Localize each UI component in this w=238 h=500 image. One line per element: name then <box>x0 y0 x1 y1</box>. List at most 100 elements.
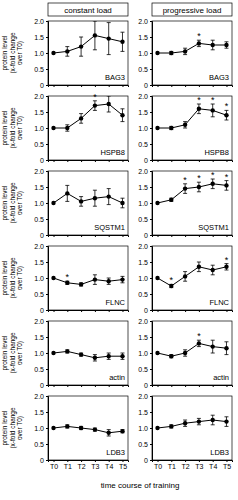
data-line <box>158 184 227 203</box>
x-tick-mark <box>171 235 172 237</box>
data-point <box>197 341 201 345</box>
y-tick-mark <box>150 144 152 145</box>
y-axis-title: over T0) <box>16 41 24 65</box>
x-tick-mark <box>67 385 68 387</box>
error-bar-cap <box>65 124 69 125</box>
x-tick-mark <box>95 235 96 237</box>
y-tick-label: 2.0 <box>34 243 44 250</box>
error-bar-cap <box>107 96 111 97</box>
y-tick: 0 <box>40 307 48 314</box>
error-bar <box>79 197 83 207</box>
x-axis: T0T1T2T3T4T5 <box>153 460 233 470</box>
x-tick <box>199 85 200 87</box>
x-tick-mark <box>54 460 55 462</box>
y-tick-mark <box>150 203 152 204</box>
y-tick-label: 2.0 <box>34 18 44 25</box>
data-point <box>169 126 173 130</box>
x-tick <box>213 385 214 387</box>
y-tick-label: 2.0 <box>138 243 148 250</box>
data-line <box>158 343 227 356</box>
y-tick: 1.0 <box>34 425 48 432</box>
data-point <box>120 113 124 117</box>
y-tick-label: 1.0 <box>138 275 148 282</box>
y-axis: 00.51.01.52.0 <box>34 318 48 389</box>
error-bar <box>224 342 228 355</box>
y-tick-label: 0 <box>40 457 44 464</box>
data-line <box>158 420 227 428</box>
plot-frame <box>48 321 128 385</box>
error-bar-cap <box>197 113 201 114</box>
error-bar <box>211 265 215 275</box>
series <box>155 179 228 205</box>
error-bar <box>183 350 187 356</box>
y-tick: 1.0 <box>138 125 152 132</box>
x-tick-mark <box>199 85 200 87</box>
y-tick-label: 0.5 <box>34 141 44 148</box>
y-tick: 0.5 <box>34 291 48 298</box>
y-tick-label: 1.5 <box>138 409 148 416</box>
x-tick-mark <box>122 235 123 237</box>
error-bar-cap <box>93 206 97 207</box>
y-tick: 1.5 <box>34 109 48 116</box>
y-tick-mark <box>150 444 152 445</box>
error-bar-cap <box>224 48 228 49</box>
error-bar <box>211 179 215 189</box>
y-tick-mark <box>46 69 48 70</box>
significance-marker: * <box>183 175 187 185</box>
column-title: constant load <box>64 6 112 15</box>
significance-marker: * <box>211 170 215 180</box>
series <box>155 40 228 55</box>
column-header-box <box>48 3 128 16</box>
y-tick: 1.5 <box>138 184 152 191</box>
data-point <box>93 103 97 107</box>
y-tick-mark <box>150 96 152 97</box>
data-point <box>210 43 214 47</box>
plot-frame <box>152 96 232 160</box>
y-tick-mark <box>46 37 48 38</box>
y-tick-mark <box>46 396 48 397</box>
panel-title: SQSTM1 <box>94 223 125 232</box>
y-tick-mark <box>150 294 152 295</box>
y-tick-label: 0.5 <box>138 141 148 148</box>
data-point <box>79 199 83 203</box>
error-bar-cap <box>183 271 187 272</box>
column-title: progressive load <box>163 6 222 15</box>
panel: 00.51.01.52.0***HSPB8 <box>138 93 232 164</box>
y-tick: 2.0 <box>138 168 152 175</box>
x-tick-mark <box>213 385 214 387</box>
x-tick <box>199 310 200 312</box>
plot-frame <box>48 171 128 235</box>
x-tick <box>67 310 68 312</box>
y-tick-label: 0 <box>144 82 148 89</box>
panel: 00.51.01.52.0**FLNC <box>138 243 232 314</box>
y-tick: 0.5 <box>34 66 48 73</box>
series <box>155 104 228 130</box>
plot-frame <box>152 321 232 385</box>
error-bar-cap <box>93 361 97 362</box>
data-line <box>158 109 227 128</box>
y-tick: 0.5 <box>138 366 152 373</box>
y-axis-title: over T0) <box>16 341 24 365</box>
x-tick-mark <box>171 160 172 162</box>
y-tick-label: 0 <box>144 457 148 464</box>
y-tick-mark <box>150 187 152 188</box>
error-bar-cap <box>211 265 215 266</box>
x-tick-mark <box>54 85 55 87</box>
x-axis-line <box>153 311 233 313</box>
y-axis-line <box>46 397 49 461</box>
y-tick: 0.5 <box>138 66 152 73</box>
error-bar <box>107 96 111 112</box>
y-tick-label: 1.0 <box>138 125 148 132</box>
x-tick <box>54 385 55 387</box>
y-tick-label: 1.0 <box>138 50 148 57</box>
y-tick-label: 0.5 <box>138 441 148 448</box>
error-bar <box>197 104 201 114</box>
x-tick <box>81 310 82 312</box>
x-tick-mark <box>199 385 200 387</box>
y-tick-label: 1.5 <box>34 184 44 191</box>
x-axis-line <box>153 461 233 463</box>
data-point <box>183 186 187 190</box>
error-bar-cap <box>107 359 111 360</box>
data-point <box>155 126 159 130</box>
data-point <box>65 191 69 195</box>
